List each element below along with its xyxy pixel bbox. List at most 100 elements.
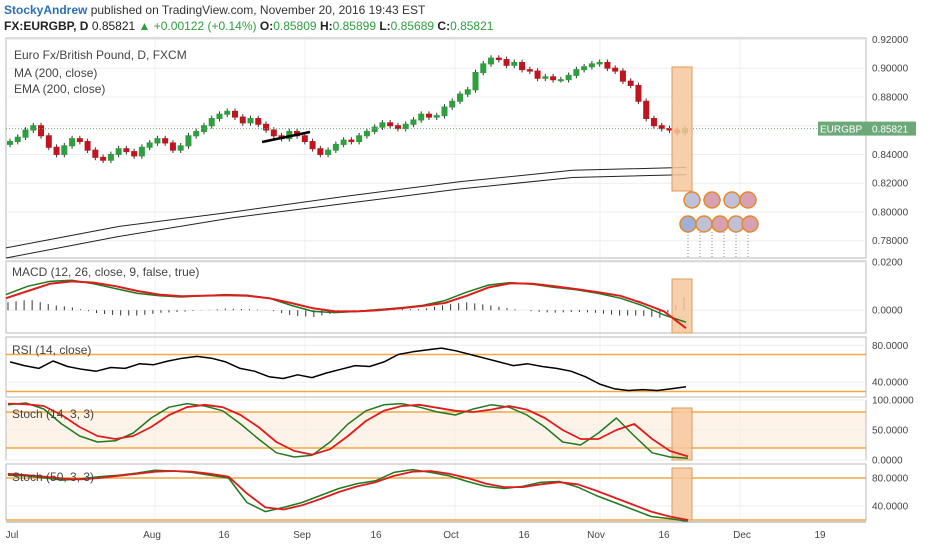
candle-body	[565, 74, 572, 81]
candle-body	[270, 129, 277, 137]
pane-title: Stoch (14, 3, 3)	[12, 407, 94, 421]
candle-body	[573, 69, 580, 76]
candle-body	[247, 118, 254, 124]
candle-body	[488, 57, 495, 65]
candle-body	[363, 130, 370, 137]
candle-body	[53, 146, 60, 155]
candle-body	[7, 141, 13, 145]
x-tick-label: Jul	[6, 530, 19, 541]
candle-body	[588, 63, 595, 68]
change-value: ▲ +0.00122 (+0.14%)	[138, 19, 257, 33]
event-marker-icon	[739, 191, 757, 209]
candle-body	[596, 61, 603, 65]
last-price: 0.85821	[91, 19, 136, 33]
candle-body	[115, 148, 122, 155]
candle-body	[325, 149, 332, 155]
event-marker-icon	[741, 215, 759, 233]
candle-body	[472, 72, 479, 91]
candle-body	[84, 141, 91, 151]
ema-200-line	[5, 174, 687, 259]
candle-body	[550, 76, 557, 81]
candle-body	[480, 63, 487, 74]
candle-body	[449, 100, 456, 108]
macd-pane	[5, 260, 867, 334]
candle-body	[38, 125, 45, 137]
event-marker-icon	[695, 215, 713, 233]
high-value: 0.85899	[332, 19, 376, 33]
price-tag-symbol: EURGBP	[820, 125, 863, 136]
candle-body	[208, 118, 215, 127]
author-link[interactable]: StockyAndrew	[4, 3, 88, 17]
published-text: published on TradingView.com, November 2…	[90, 3, 426, 17]
candle-body	[123, 148, 130, 153]
candle-body	[418, 113, 425, 121]
candle-body	[356, 135, 363, 143]
y-tick-label: 0.0000	[872, 456, 903, 467]
rsi-line	[9, 347, 687, 392]
y-tick-label: 80.0000	[872, 341, 909, 352]
pane-title: MACD (12, 26, close, 9, false, true)	[12, 265, 199, 279]
candle-body	[379, 122, 386, 128]
candle-body	[542, 76, 549, 79]
x-tick-label: 16	[658, 530, 670, 541]
x-tick-label: 16	[218, 530, 230, 541]
candle-body	[650, 118, 657, 127]
candle-body	[138, 146, 145, 157]
x-tick-label: Dec	[733, 530, 751, 541]
price-tag-value: 0.85821	[872, 125, 909, 136]
candle-body	[425, 113, 432, 118]
high-label: H:	[319, 19, 333, 33]
stoch14-d-line	[7, 402, 689, 458]
low-value: 0.85689	[390, 19, 435, 33]
candle-body	[232, 110, 238, 118]
y-tick-label: 0.0200	[872, 258, 903, 269]
candle-body	[511, 61, 518, 66]
candle-body	[45, 135, 52, 148]
stoch50-highlight-box	[671, 467, 693, 521]
y-tick-label: 80.0000	[872, 474, 909, 485]
candle-body	[154, 138, 161, 144]
candle-body	[146, 142, 153, 148]
candle-body	[92, 149, 99, 158]
candle-body	[255, 118, 262, 125]
y-tick-label: 0.90000	[872, 64, 909, 75]
candle-body	[387, 122, 394, 127]
candle-body	[177, 145, 184, 151]
rsi-pane	[5, 336, 867, 398]
candle-body	[309, 141, 316, 150]
candle-body	[131, 151, 138, 157]
x-tick-label: 16	[518, 530, 530, 541]
stoch14-highlight-box	[671, 407, 693, 461]
x-tick-label: 16	[370, 530, 382, 541]
y-tick-label: 0.84000	[872, 150, 909, 161]
candle-body	[433, 115, 440, 118]
candle-body	[464, 89, 471, 95]
candle-body	[627, 80, 634, 86]
ma-legend: MA (200, close)	[14, 66, 98, 80]
candle-body	[557, 79, 564, 82]
candle-body	[69, 138, 76, 147]
candle-body	[185, 135, 192, 147]
candle-body	[519, 61, 526, 71]
chart-title: Euro Fx/British Pound, D, FXCM	[14, 48, 187, 62]
candle-body	[526, 69, 533, 72]
trendline-drawing	[261, 130, 311, 144]
y-tick-label: 0.78000	[872, 236, 909, 247]
candle-body	[635, 84, 642, 102]
candle-body	[239, 116, 246, 124]
x-tick-label: Sep	[293, 530, 311, 541]
candle-body	[317, 148, 324, 155]
candle-body	[340, 139, 347, 145]
ma-200-line	[5, 166, 687, 249]
candle-body	[263, 123, 270, 131]
price-highlight-box	[671, 66, 693, 192]
candle-body	[107, 153, 114, 161]
y-tick-label: 0.88000	[872, 92, 909, 103]
candle-body	[441, 106, 448, 117]
candle-body	[371, 126, 378, 132]
candle-body	[612, 67, 619, 72]
candle-body	[216, 113, 223, 120]
close-label: C:	[437, 19, 451, 33]
event-marker-icon	[723, 191, 741, 209]
